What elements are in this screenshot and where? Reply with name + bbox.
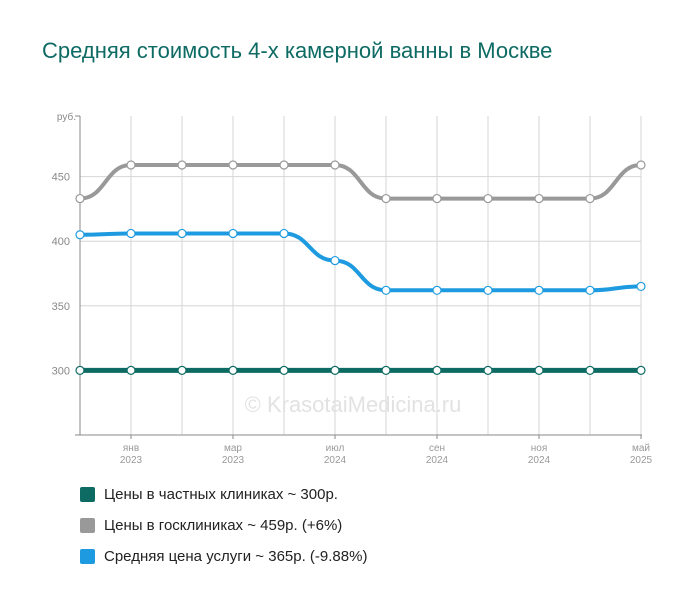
data-point bbox=[432, 365, 442, 375]
legend-item[interactable]: Цены в госклиниках ~ 459р. (+6%) bbox=[80, 517, 342, 534]
x-tick-month: мар bbox=[224, 443, 242, 454]
data-point bbox=[330, 160, 340, 170]
data-point bbox=[126, 160, 136, 170]
data-point bbox=[585, 193, 595, 204]
legend-item[interactable]: Средняя цена услуги ~ 365р. (-9.88%) bbox=[80, 548, 367, 565]
data-point bbox=[381, 193, 391, 204]
data-point bbox=[432, 193, 442, 204]
x-tick-year: 2025 bbox=[630, 455, 653, 466]
data-point bbox=[279, 228, 289, 239]
x-tick-month: янв bbox=[123, 443, 139, 454]
data-point bbox=[483, 285, 493, 295]
y-tick-label: 400 bbox=[52, 236, 70, 248]
data-point bbox=[126, 365, 136, 375]
data-point bbox=[177, 365, 187, 375]
data-point bbox=[534, 365, 544, 375]
legend-label: Средняя цена услуги ~ 365р. (-9.88%) bbox=[104, 548, 368, 565]
x-tick-month: сен bbox=[429, 443, 445, 454]
y-tick-label: 300 bbox=[52, 365, 70, 377]
data-point bbox=[585, 285, 595, 295]
data-point bbox=[483, 193, 493, 204]
watermark: © KrasotaiMedicina.ru bbox=[245, 392, 462, 417]
series-line bbox=[79, 162, 642, 201]
legend-swatch bbox=[80, 549, 95, 564]
y-axis-label: руб. bbox=[57, 111, 76, 123]
data-point bbox=[75, 193, 85, 204]
x-tick-month: ноя bbox=[531, 443, 548, 454]
x-tick-year: 2024 bbox=[528, 455, 551, 466]
series-line bbox=[79, 231, 642, 293]
legend-item[interactable]: Цены в частных клиниках ~ 300р. bbox=[80, 486, 338, 503]
data-point bbox=[330, 255, 340, 266]
x-tick-month: май bbox=[632, 443, 650, 454]
x-tick-year: 2023 bbox=[120, 455, 143, 466]
data-point bbox=[585, 365, 595, 375]
data-point bbox=[636, 160, 646, 170]
data-point bbox=[483, 365, 493, 375]
chart-title: Средняя стоимость 4-х камерной ванны в М… bbox=[42, 38, 553, 63]
x-tick-month: июл bbox=[326, 443, 345, 454]
legend-label: Цены в госклиниках ~ 459р. (+6%) bbox=[104, 517, 343, 534]
legend-swatch bbox=[80, 487, 95, 502]
data-point bbox=[381, 365, 391, 375]
data-point bbox=[228, 365, 238, 375]
data-point bbox=[534, 193, 544, 204]
data-point bbox=[636, 365, 646, 375]
data-point bbox=[75, 365, 85, 375]
data-point bbox=[177, 160, 187, 170]
data-point bbox=[75, 230, 85, 240]
data-point bbox=[534, 285, 544, 295]
x-tick-year: 2024 bbox=[426, 455, 449, 466]
data-point bbox=[177, 228, 187, 239]
data-point bbox=[636, 281, 646, 292]
legend-label: Цены в частных клиниках ~ 300р. bbox=[104, 486, 338, 503]
y-tick-label: 350 bbox=[52, 301, 70, 313]
data-point bbox=[228, 160, 238, 170]
legend-swatch bbox=[80, 518, 95, 533]
data-point bbox=[432, 285, 442, 295]
data-point bbox=[381, 285, 391, 295]
x-tick-year: 2024 bbox=[324, 455, 347, 466]
data-point bbox=[330, 365, 340, 375]
x-tick-year: 2023 bbox=[222, 455, 245, 466]
data-point bbox=[126, 228, 136, 239]
data-point bbox=[228, 228, 238, 239]
y-tick-label: 450 bbox=[52, 172, 70, 184]
data-point bbox=[279, 365, 289, 375]
data-point bbox=[279, 160, 289, 170]
